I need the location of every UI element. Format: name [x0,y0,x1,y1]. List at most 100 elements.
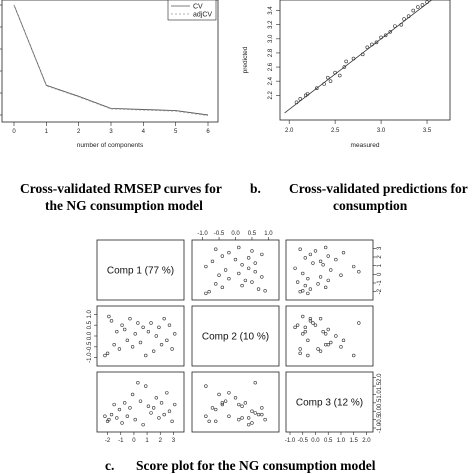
pairs-point [303,283,307,288]
pairs-point [303,329,307,334]
pairs-bottom-tick-label: 1 [145,438,149,444]
rmsep-x-tick-label: 1 [45,129,49,135]
pairs-point [253,381,257,385]
predictions-point [388,29,393,34]
pairs-right-tick-label: 0.0 [377,406,383,415]
pairs-right-tick-label: 1 [377,263,383,267]
pairs-point [214,407,218,412]
pairs-right-tick-label: -0.5 [377,414,383,425]
pairs-point [303,256,307,260]
rmsep-legend: CV adjCV [167,0,217,21]
pairs-point [293,266,297,270]
pairs-point [326,327,330,332]
pairs-point [167,409,172,413]
pairs-point [326,278,330,283]
pairs-point [298,347,302,351]
pairs-point [321,329,325,334]
predictions-x-tick-label: 3.0 [377,128,386,134]
pairs-point [298,247,302,251]
pairs-point [120,421,124,425]
pairs-point [246,266,251,270]
pairs-bottom-tick-label: 0 [132,438,136,444]
pairs-point [260,275,264,279]
pairs-point [227,414,231,418]
pairs-point [130,392,135,397]
rmsep-x-tick-label: 2 [77,129,81,135]
pairs-point [210,406,215,410]
pairs-point [133,417,137,422]
pairs-point [136,381,140,385]
pairs-cell-frame [96,239,185,301]
pairs-left-tick-label: 0.0 [87,331,93,340]
pairs-diagonal-label: Comp 1 (77 %) [107,266,174,277]
pairs-point [227,391,231,395]
pairs-point [170,419,174,423]
pairs-point [103,353,107,358]
predictions-point [411,8,416,13]
pairs-point [237,402,241,407]
pairs-point [210,259,215,264]
predictions-point [374,40,379,45]
pairs-point [298,351,302,356]
pairs-point [115,416,119,420]
pairs-point [334,257,338,262]
pairs-point [352,353,356,358]
pairs-point [122,401,127,405]
pairs-point [112,342,116,347]
pairs-point [130,345,135,349]
pairs-cell-frame [96,305,185,367]
pairs-bottom-tick-label: 3 [172,438,176,444]
predictions-y-tick-label: 2.8 [268,48,274,57]
pairs-point [301,271,305,276]
pairs-point [128,316,132,321]
pairs-point [308,319,313,323]
pairs-point [117,407,122,412]
pairs-right-tick-label: 2 [377,255,383,259]
pairs-cell-frame [191,305,280,367]
pairs-right-tick-label: 2.0 [377,373,383,382]
pairs-right-tick-label: -1.0 [377,422,383,433]
pairs-point [357,270,361,274]
pairs-point [220,401,225,405]
pairs-point [149,411,153,415]
pairs-bottom-tick-label: -0.5 [298,438,309,444]
pairs-left-tick-label: 0.5 [87,320,93,329]
legend-cv-label: CV [193,4,203,11]
pairs-point [326,342,330,347]
pairs-point [318,275,323,279]
pairs-point [329,340,333,345]
caption-b-line1: Cross-validated predictions for [289,181,468,196]
pairs-cell-frame [285,239,374,301]
pairs-point [128,406,132,410]
pairs-point [313,323,318,327]
pairs-point [308,252,313,257]
pairs-point [311,321,315,325]
rmsep-x-tick-label: 6 [206,129,210,135]
legend-adjcv-label: adjCV [193,12,212,19]
predictions-x-tick-label: 2.0 [285,128,294,134]
pairs-point [220,402,225,407]
pairs-point [246,416,251,420]
pairs-point [306,338,310,343]
caption-c-label: c. [105,458,115,473]
predictions-y-tick-label: 2.2 [268,90,274,99]
predictions-point [325,75,330,80]
caption-a-line1: Cross-validated RMSEP curves for [20,181,222,196]
pairs-point [109,412,114,417]
pairs-point [260,406,264,410]
pairs-point [159,342,164,347]
caption-a-line2: the NG consumption model [45,198,203,213]
pairs-right-tick-label: 1.0 [377,390,383,399]
pairs-point [253,411,257,415]
predictions-plot-frame [279,0,451,121]
pairs-cell-frame [191,371,280,433]
pairs-point [334,334,338,338]
predictions-point [360,52,365,57]
pairs-point [227,276,231,281]
pairs-point [308,316,313,321]
caption-b-label: b. [250,181,261,196]
pairs-point [352,264,356,269]
predictions-x-tick-label: 3.5 [423,128,432,134]
pairs-point [295,280,300,284]
pairs-point [341,250,346,255]
